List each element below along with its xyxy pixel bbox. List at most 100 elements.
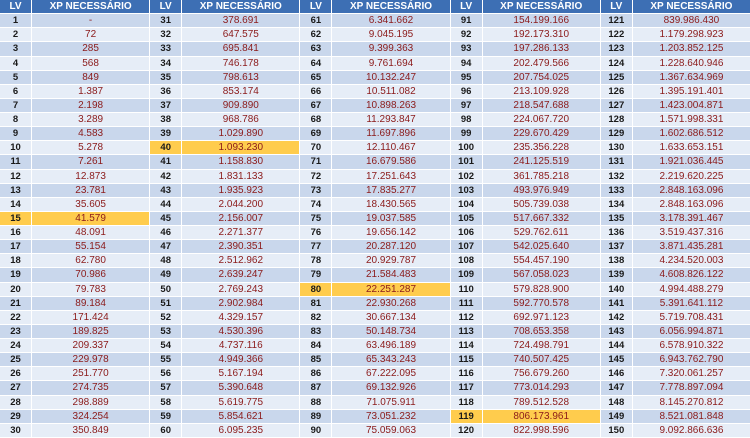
xp-cell: 7.261 — [32, 155, 150, 169]
xp-cell: 79.783 — [32, 282, 150, 296]
xp-cell: 7.320.061.257 — [632, 367, 750, 381]
level-cell: 144 — [600, 339, 633, 353]
table-row: 104 505.739.038 — [450, 197, 600, 212]
xp-cell: 2.902.984 — [182, 296, 300, 310]
xp-cell: 3.289 — [32, 113, 150, 127]
level-cell: 134 — [600, 197, 633, 211]
level-cell: 70 — [300, 141, 333, 155]
level-cell: 114 — [450, 339, 483, 353]
header-lv: LV — [450, 0, 483, 14]
xp-cell: 218.547.688 — [482, 98, 600, 112]
table-row: 45 2.156.007 — [150, 211, 300, 226]
level-cell: 83 — [300, 324, 333, 338]
header-lv: LV — [0, 0, 32, 14]
xp-cell: 2.156.007 — [182, 211, 300, 225]
xp-cell: 197.286.133 — [482, 42, 600, 56]
level-cell: 56 — [150, 367, 183, 381]
xp-cell: 1.367.634.969 — [632, 70, 750, 84]
table-row: 69 11.697.896 — [300, 127, 450, 142]
table-row: 55 4.949.366 — [150, 353, 300, 368]
table-row: 110 579.828.900 — [450, 282, 600, 297]
level-cell: 71 — [300, 155, 333, 169]
level-cell: 38 — [150, 113, 183, 127]
xp-cell: 8.521.081.848 — [632, 409, 750, 423]
xp-cell: 22.251.287 — [332, 282, 450, 296]
table-row: 140 4.994.488.279 — [600, 282, 750, 297]
table-row: 93 197.286.133 — [450, 42, 600, 57]
xp-cell: 4.530.396 — [182, 324, 300, 338]
xp-cell: 4.329.157 — [182, 310, 300, 324]
level-cell: 67 — [300, 98, 333, 112]
xp-cell: 229.978 — [32, 353, 150, 367]
xp-cell: 1.093.230 — [182, 141, 300, 155]
header-xp: XP NECESSÁRIO — [482, 0, 600, 14]
table-row: 136 3.519.437.316 — [600, 226, 750, 241]
level-cell: 118 — [450, 395, 483, 409]
table-row: 85 65.343.243 — [300, 353, 450, 368]
table-row: 105 517.667.332 — [450, 211, 600, 226]
table-row: 145 6.943.762.790 — [600, 353, 750, 368]
level-cell: 68 — [300, 113, 333, 127]
xp-cell: 542.025.640 — [482, 240, 600, 254]
xp-cell: 202.479.566 — [482, 56, 600, 70]
xp-cell: 4.994.488.279 — [632, 282, 750, 296]
table-row: 141 5.391.641.112 — [600, 296, 750, 311]
table-row: 7 2.198 — [0, 98, 150, 113]
table-row: 130 1.633.653.151 — [600, 141, 750, 156]
level-cell: 66 — [300, 84, 333, 98]
xp-cell: 2.198 — [32, 98, 150, 112]
table-row: 82 30.667.134 — [300, 310, 450, 325]
xp-cell: 192.173.310 — [482, 28, 600, 42]
level-cell: 63 — [300, 42, 333, 56]
level-cell: 58 — [150, 395, 183, 409]
table-row: 64 9.761.694 — [300, 56, 450, 71]
xp-cell: 189.825 — [32, 324, 150, 338]
level-cell: 88 — [300, 395, 333, 409]
xp-cell: 69.132.926 — [332, 381, 450, 395]
level-cell: 116 — [450, 367, 483, 381]
xp-cell: 73.051.232 — [332, 409, 450, 423]
table-row: 143 6.056.994.871 — [600, 324, 750, 339]
level-cell: 115 — [450, 353, 483, 367]
level-cell: 89 — [300, 409, 333, 423]
table-row: 122 1.179.298.923 — [600, 28, 750, 43]
xp-cell: 3.178.391.467 — [632, 211, 750, 225]
table-row: 63 9.399.363 — [300, 42, 450, 57]
xp-cell: 12.110.467 — [332, 141, 450, 155]
table-row: 61 6.341.662 — [300, 14, 450, 29]
table-row: 86 67.222.095 — [300, 367, 450, 382]
xp-cell: 41.579 — [32, 211, 150, 225]
xp-cell: 505.739.038 — [482, 197, 600, 211]
table-row: 133 2.848.163.096 — [600, 183, 750, 198]
xp-cell: 17.835.277 — [332, 183, 450, 197]
level-cell: 22 — [0, 310, 32, 324]
xp-cell: 1.395.191.401 — [632, 84, 750, 98]
level-cell: 85 — [300, 353, 333, 367]
level-cell: 42 — [150, 169, 183, 183]
table-row: 1- — [0, 14, 150, 29]
header-xp: XP NECESSÁRIO — [32, 0, 150, 14]
table-row: 47 2.390.351 — [150, 240, 300, 255]
xp-cell: 1.921.036.445 — [632, 155, 750, 169]
xp-cell: 4.234.520.003 — [632, 254, 750, 268]
xp-cell: 746.178 — [182, 56, 300, 70]
table-row: 43 1.935.923 — [150, 183, 300, 198]
xp-cell: 75.059.063 — [332, 423, 450, 437]
level-cell: 75 — [300, 211, 333, 225]
table-row: 44 2.044.200 — [150, 197, 300, 212]
table-row: 35 798.613 — [150, 70, 300, 85]
level-cell: 5 — [0, 70, 32, 84]
xp-cell: 21.584.483 — [332, 268, 450, 282]
level-cell: 6 — [0, 84, 32, 98]
xp-cell: 224.067.720 — [482, 113, 600, 127]
level-cell: 95 — [450, 70, 483, 84]
xp-cell: 6.095.235 — [182, 423, 300, 437]
xp-cell: 1.831.133 — [182, 169, 300, 183]
level-cell: 126 — [600, 84, 633, 98]
level-cell: 135 — [600, 211, 633, 225]
table-row: 37 909.890 — [150, 98, 300, 113]
xp-cell: 849 — [32, 70, 150, 84]
table-row: 24 209.337 — [0, 339, 150, 354]
level-cell: 35 — [150, 70, 183, 84]
table-row: 128 1.571.998.331 — [600, 113, 750, 128]
